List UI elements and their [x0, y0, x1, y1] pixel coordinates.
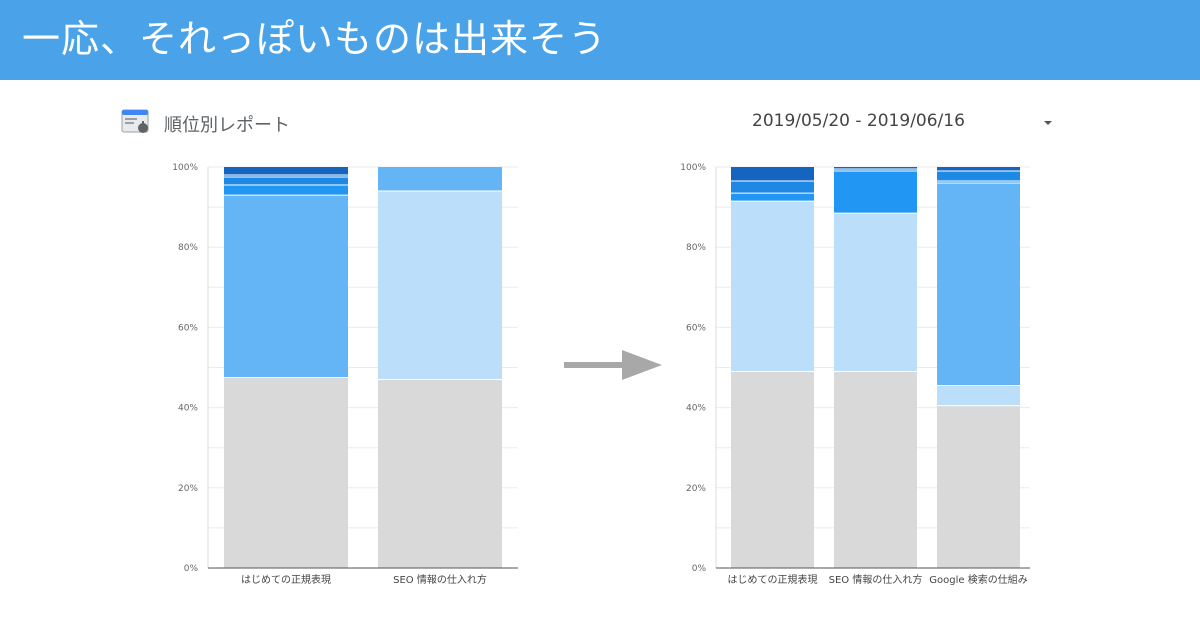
y-tick-label: 20%	[686, 484, 706, 494]
bar-segment	[224, 185, 348, 196]
y-tick-label: 40%	[686, 404, 706, 414]
page-title: 一応、それっぽいものは出来そう	[22, 17, 608, 61]
y-tick-label: 100%	[172, 163, 198, 173]
y-tick-label: 40%	[178, 404, 198, 414]
bar-segment	[224, 195, 348, 378]
title-bar: 一応、それっぽいものは出来そう	[0, 0, 1200, 80]
bar-segment	[224, 175, 348, 178]
bar-segment	[834, 213, 917, 372]
caret-down-icon[interactable]	[1044, 121, 1052, 125]
bar-segment	[224, 377, 348, 568]
x-tick-label: はじめての正規表現	[241, 573, 331, 586]
y-tick-label: 80%	[178, 243, 198, 253]
bar-segment	[834, 371, 917, 568]
bar-segment	[937, 167, 1020, 172]
bar-segment	[731, 201, 814, 372]
x-tick-label: はじめての正規表現	[728, 573, 818, 586]
bar-segment	[731, 193, 814, 202]
bar-segment	[937, 181, 1020, 184]
bar-segment	[378, 191, 502, 380]
y-tick-label: 100%	[680, 163, 706, 173]
x-tick-label: Google 検索の仕組み	[929, 573, 1027, 586]
y-tick-label: 80%	[686, 243, 706, 253]
y-tick-label: 60%	[686, 323, 706, 333]
bar-segment	[937, 385, 1020, 406]
report-title: 順位別レポート	[164, 115, 290, 136]
x-tick-label: SEO 情報の仕入れ方	[393, 573, 487, 586]
y-tick-label: 0%	[692, 564, 707, 574]
bar-segment	[937, 171, 1020, 182]
bar-segment	[834, 171, 917, 214]
bar-segment	[378, 167, 502, 192]
y-tick-label: 20%	[178, 484, 198, 494]
date-range-picker[interactable]: 2019/05/20 - 2019/06/16	[752, 111, 965, 131]
bar-segment	[731, 167, 814, 182]
y-tick-label: 60%	[178, 323, 198, 333]
bar-segment	[731, 181, 814, 194]
bar-segment	[834, 169, 917, 172]
y-tick-label: 0%	[184, 564, 199, 574]
search-console-icon	[121, 109, 149, 133]
bar-segment	[834, 167, 917, 170]
bar-segment	[937, 183, 1020, 386]
bar-segment	[224, 167, 348, 176]
x-tick-label: SEO 情報の仕入れ方	[829, 573, 923, 586]
bar-segment	[378, 379, 502, 568]
bar-segment	[224, 177, 348, 186]
bar-segment	[731, 371, 814, 568]
bar-segment	[937, 405, 1020, 568]
arrow-right-icon	[564, 350, 662, 380]
